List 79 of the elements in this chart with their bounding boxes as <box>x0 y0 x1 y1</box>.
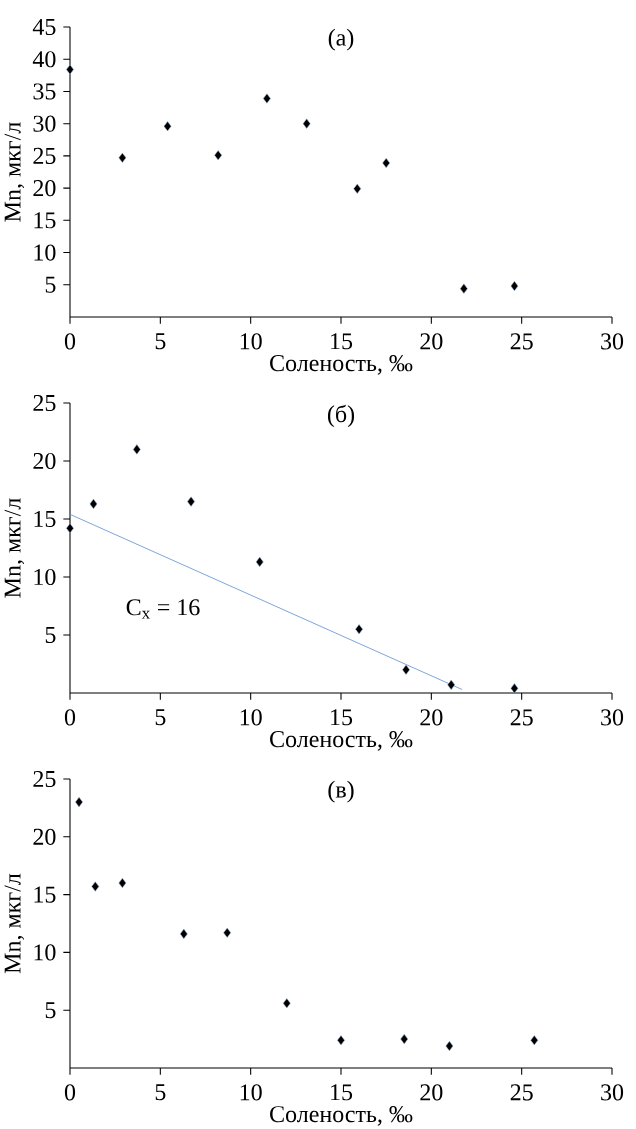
y-tick-label: 5 <box>45 1002 56 1019</box>
point <box>132 444 141 455</box>
point <box>118 152 127 163</box>
x-tick-label: 0 <box>64 1084 76 1101</box>
x-tick-label: 0 <box>64 333 76 350</box>
x-tick-label: 25 <box>510 1084 533 1101</box>
y-tick-label: 15 <box>34 510 56 528</box>
y-tick-label: 40 <box>32 51 56 68</box>
y-tick-label: 10 <box>34 244 56 261</box>
y-tick-label: 20 <box>33 452 56 470</box>
point <box>118 877 127 889</box>
point <box>382 157 391 169</box>
point <box>263 93 271 104</box>
y-tick-label: 25 <box>33 394 56 412</box>
x-tick-label: 0 <box>64 709 76 726</box>
y-tick-label: 25 <box>33 770 56 788</box>
y-tick-label: 30 <box>33 115 56 132</box>
y-tick-label: 10 <box>34 568 56 586</box>
point <box>66 523 74 534</box>
y-axis-title: Mn, мкг/л <box>4 873 25 974</box>
x-tick-label: 30 <box>601 333 624 350</box>
x-tick-label: 20 <box>420 333 443 350</box>
x-tick-label: 5 <box>155 709 166 726</box>
point <box>89 498 98 509</box>
point <box>282 998 291 1009</box>
y-tick-label: 15 <box>34 886 56 903</box>
x-tick-label: 15 <box>331 709 353 726</box>
x-tick-label: 25 <box>510 709 533 726</box>
x-axis-title: Соленость, ‰ <box>270 355 413 375</box>
x-tick-label: 20 <box>420 1084 443 1101</box>
point <box>75 797 83 808</box>
x-tick-label: 10 <box>240 1084 262 1101</box>
chart-title: (б) <box>327 404 355 428</box>
y-tick-label: 45 <box>32 18 56 36</box>
x-tick-label: 25 <box>510 333 533 350</box>
y-tick-label: 20 <box>33 180 56 197</box>
point <box>302 118 311 129</box>
point <box>353 183 362 194</box>
x-axis-title: Соленость, ‰ <box>270 731 413 751</box>
point <box>447 679 456 690</box>
point <box>402 664 410 675</box>
y-tick-label: 5 <box>45 276 56 293</box>
point <box>510 280 519 292</box>
point <box>255 556 264 567</box>
x-tick-label: 15 <box>331 333 353 350</box>
x-tick-label: 5 <box>155 333 166 350</box>
x-tick-label: 30 <box>601 1084 624 1101</box>
x-tick-label: 10 <box>240 333 262 350</box>
point <box>66 64 74 75</box>
x-tick-label: 10 <box>240 709 262 726</box>
x-tick-label: 20 <box>420 709 443 726</box>
x-axis-title: Соленость, ‰ <box>270 1106 413 1126</box>
y-tick-label: 25 <box>33 147 56 164</box>
point <box>91 881 100 892</box>
x-tick-label: 5 <box>155 1084 166 1101</box>
point <box>187 496 195 507</box>
y-tick-label: 10 <box>34 944 56 961</box>
y-axis-title: Mn, мкг/л <box>4 498 25 598</box>
y-axis-title: Mn, мкг/л <box>4 122 25 222</box>
point <box>223 927 232 938</box>
point <box>214 150 223 161</box>
annotation: C$_{x}$ = 16 <box>126 599 200 619</box>
y-tick-label: 35 <box>33 83 56 100</box>
point <box>337 1035 345 1046</box>
chart-title: (в) <box>328 780 354 803</box>
point <box>530 1035 539 1046</box>
point <box>459 283 468 294</box>
chart-title: (а) <box>328 28 354 51</box>
x-tick-label: 30 <box>601 709 624 726</box>
point <box>510 683 519 694</box>
point <box>355 624 363 635</box>
y-tick-label: 20 <box>33 828 56 845</box>
point <box>163 121 172 132</box>
y-tick-label: 15 <box>34 212 56 229</box>
point <box>445 1040 454 1052</box>
x-tick-label: 15 <box>331 1084 353 1101</box>
point <box>179 928 188 939</box>
point <box>400 1034 409 1045</box>
y-tick-label: 5 <box>45 627 56 643</box>
